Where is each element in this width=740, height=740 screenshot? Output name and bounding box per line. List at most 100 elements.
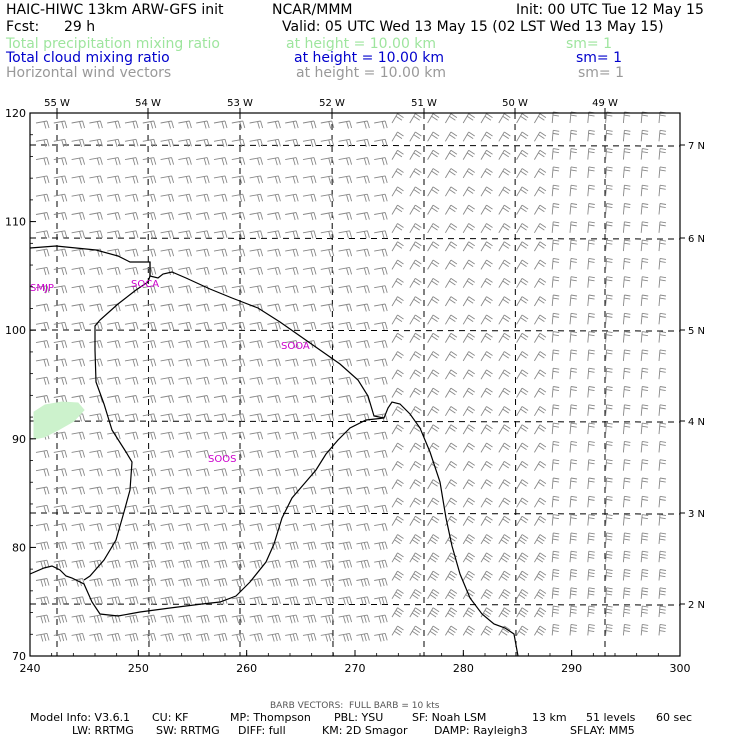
barb-feather [659,257,667,260]
barb-feather [520,170,527,176]
barb-shaft [622,185,625,197]
barb-shaft [498,479,505,490]
barb-feather [395,317,403,322]
barb-shaft [391,351,398,362]
barb-feather [254,597,257,606]
barb-shaft [53,303,65,307]
wind-barb [71,449,86,459]
barb-feather [295,560,299,568]
barb-shaft [534,607,541,618]
barb-feather [46,358,50,367]
barb-shaft [302,248,315,252]
border-left [83,262,151,581]
barb-shaft [640,587,643,599]
barb-feather [260,175,264,184]
barb-shaft [498,204,505,215]
wind-barb [534,497,547,508]
barb-shaft [302,431,315,435]
barb-feather [588,389,595,392]
barb-shaft [302,376,315,380]
barb-feather [260,230,264,238]
barb-feather [624,459,631,462]
barb-feather [484,353,492,359]
wind-barb [605,386,613,398]
barb-feather [182,579,186,587]
barb-shaft [267,321,279,325]
barb-feather [43,505,47,513]
wind-barb [196,303,210,312]
wind-barb [640,532,649,544]
barb-feather [171,230,175,238]
barb-feather [61,597,65,605]
wind-barb [480,479,493,490]
barb-feather [277,194,281,202]
barb-feather [132,377,136,385]
barb-shaft [35,541,48,545]
barb-shaft [160,486,172,490]
barb-shaft [427,369,434,380]
barb-feather [588,315,595,318]
barb-shaft [53,120,65,124]
barb-feather [413,152,421,158]
barb-feather [313,596,317,604]
barb-shaft [213,340,226,344]
barb-feather [397,552,404,558]
barb-feather [331,560,335,568]
barb-feather [257,286,260,294]
barb-feather [624,477,631,480]
barb-feather [642,166,649,169]
barb-feather [360,616,364,624]
wind-barb [391,570,404,581]
barb-shaft [374,120,386,124]
barb-feather [61,304,65,312]
wind-barb [249,212,264,221]
barb-feather [295,358,299,367]
wind-barb [445,570,458,581]
barb-shaft [480,424,487,435]
barb-shaft [124,376,137,380]
barb-feather [328,231,332,239]
barb-feather [552,132,559,135]
barb-feather [466,463,474,469]
wind-barb [142,395,157,404]
barb-shaft [71,321,83,325]
barb-feather [570,184,578,187]
barb-shaft [605,606,608,618]
barb-feather [328,212,332,221]
barb-feather [221,121,225,129]
barb-shaft [374,175,386,179]
barb-feather [521,369,529,375]
barb-feather [624,514,631,517]
barb-feather [500,576,508,581]
wind-barb [587,605,595,618]
wind-barb [71,157,86,166]
barb-shaft [71,193,83,197]
barb-feather [346,249,349,257]
barb-feather [117,578,121,586]
barb-feather [468,241,475,247]
barb-feather [82,212,86,220]
barb-feather [429,612,437,618]
barb-feather [171,413,175,421]
barb-feather [415,296,422,302]
wind-barb [516,607,529,618]
barb-feather [411,630,419,636]
barb-feather [224,157,228,165]
barb-feather [504,259,511,265]
barb-feather [135,120,139,129]
wind-barb [267,486,281,495]
barb-feather [588,440,595,443]
barb-feather [331,486,335,495]
barb-shaft [409,351,416,362]
barb-feather [606,498,613,501]
barb-feather [539,625,547,631]
barb-shaft [516,186,523,197]
wind-barb [142,175,157,184]
barb-feather [624,389,631,392]
barb-shaft [89,285,101,289]
barb-feather [218,561,222,569]
wind-barb [107,413,121,422]
barb-feather [588,514,595,517]
barb-shaft [534,424,541,435]
barb-shaft [498,186,505,197]
